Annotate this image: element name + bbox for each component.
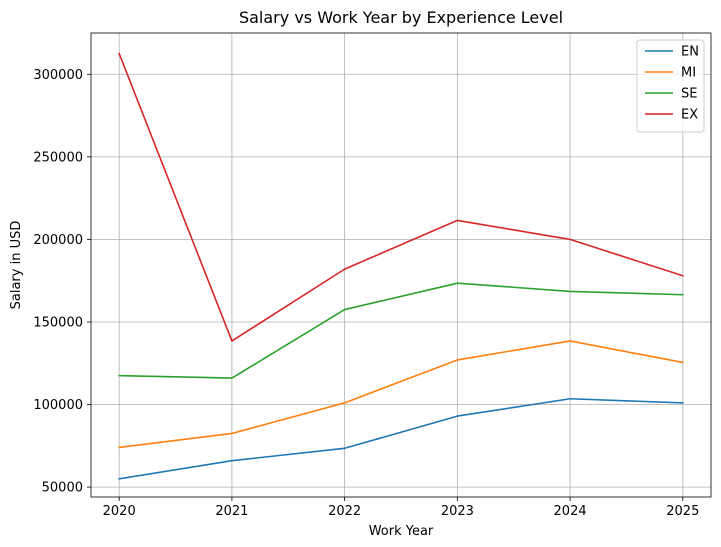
y-tick-label: 150000 bbox=[33, 315, 83, 330]
y-tick-label: 50000 bbox=[42, 481, 83, 496]
y-tick-label: 250000 bbox=[33, 150, 83, 165]
x-tick-label: 2024 bbox=[554, 504, 587, 519]
chart-title: Salary vs Work Year by Experience Level bbox=[239, 8, 563, 27]
series-line-ex bbox=[118, 52, 684, 342]
series-layer bbox=[118, 52, 684, 480]
series-line-mi bbox=[118, 340, 684, 449]
y-tick-label: 100000 bbox=[33, 398, 83, 413]
legend-label-ex: EX bbox=[681, 108, 698, 123]
x-axis-label: Work Year bbox=[369, 524, 434, 539]
x-tick-label: 2021 bbox=[215, 504, 248, 519]
x-axis: 2020 2021 2022 2023 2024 2025 bbox=[103, 497, 699, 519]
y-tick-label: 300000 bbox=[33, 68, 83, 83]
y-axis-label: Salary in USD bbox=[9, 221, 24, 310]
legend-label-mi: MI bbox=[681, 66, 696, 81]
legend: EN MI SE EX bbox=[636, 39, 705, 133]
y-tick-label: 200000 bbox=[33, 233, 83, 248]
plot-area bbox=[90, 32, 712, 498]
y-axis: 50000 100000 150000 200000 250000 300000 bbox=[33, 68, 91, 496]
x-tick-label: 2022 bbox=[328, 504, 361, 519]
series-line-en bbox=[118, 397, 684, 480]
legend-label-en: EN bbox=[681, 45, 699, 60]
x-tick-label: 2025 bbox=[666, 504, 699, 519]
x-tick-label: 2023 bbox=[441, 504, 474, 519]
legend-label-se: SE bbox=[681, 87, 697, 102]
legend-box bbox=[636, 39, 705, 133]
series-line-se bbox=[118, 282, 684, 379]
x-tick-label: 2020 bbox=[103, 504, 136, 519]
